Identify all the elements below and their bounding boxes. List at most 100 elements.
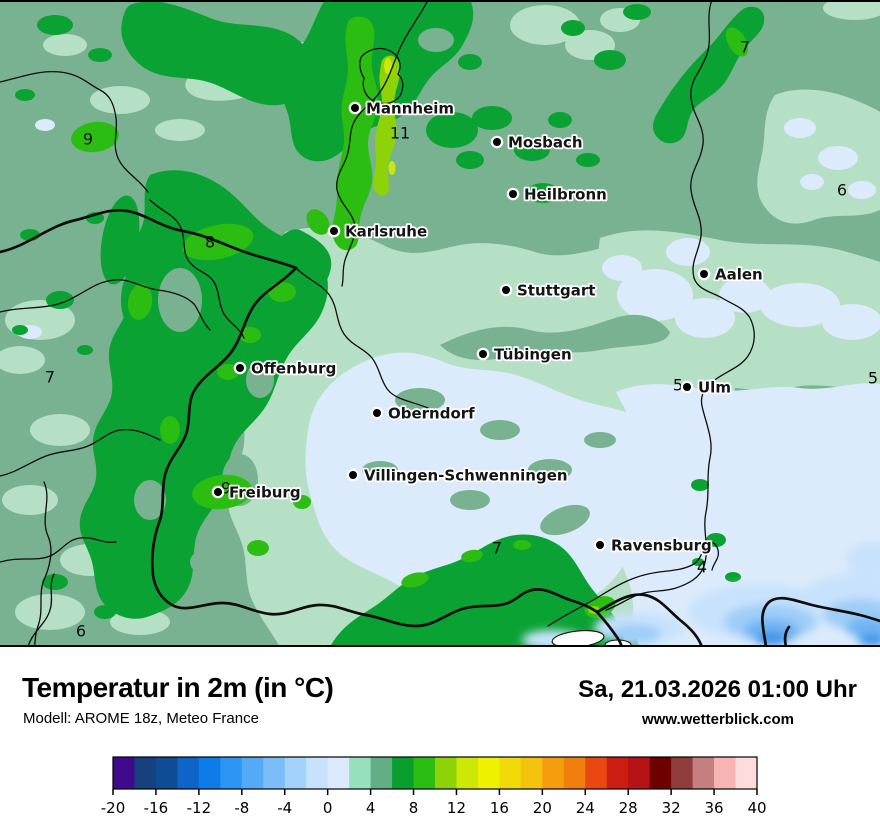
- legend-segment: [714, 757, 737, 789]
- temp-value-label: 6: [76, 622, 86, 641]
- legend-segment: [456, 757, 479, 789]
- temp-value-label: 7: [45, 368, 55, 387]
- legend-tick-label: 8: [409, 799, 419, 817]
- legend-segment: [692, 757, 715, 789]
- legend-tick-label: 4: [366, 799, 376, 817]
- city-dot: [236, 364, 244, 372]
- city-dot: [351, 104, 359, 112]
- map-edge-top: [0, 0, 880, 2]
- city-marker-ulm: Ulm: [680, 377, 733, 398]
- city-dot: [596, 541, 604, 549]
- legend-tick-labels: -20 -16 -12 -8 -4 0 4 8 12 16 20 24 28 32 36 40: [101, 799, 767, 817]
- temperature-legend: -20 -16 -12 -8 -4 0 4 8 12 16 20 24 28 32 36 40: [0, 750, 880, 830]
- city-marker-villingen-schwenningen: Villingen-Schwenningen: [346, 465, 569, 486]
- legend-segment: [263, 757, 286, 789]
- legend-segment: [370, 757, 393, 789]
- legend-tick-label: 16: [490, 799, 509, 817]
- legend-tick-label: -16: [144, 799, 169, 817]
- city-label: Ravensburg: [611, 537, 712, 555]
- regions-alps-blue: [522, 542, 880, 647]
- borders-thick: [0, 208, 880, 647]
- legend-tick-label: -12: [187, 799, 212, 817]
- legend-segment: [177, 757, 200, 789]
- city-marker-stuttgart: Stuttgart: [499, 280, 597, 301]
- city-marker-aalen: Aalen: [697, 264, 764, 285]
- legend-segment: [606, 757, 629, 789]
- city-dot: [493, 138, 501, 146]
- temp-value-label: 4: [697, 558, 707, 577]
- legend-tick-label: 28: [619, 799, 638, 817]
- legend-tick-label: 36: [705, 799, 724, 817]
- city-marker-offenburg: Offenburg: [233, 358, 338, 379]
- legend-tick-label: 0: [323, 799, 333, 817]
- city-label: Offenburg: [251, 360, 336, 378]
- city-dot: [683, 383, 691, 391]
- regions-pale-blue: [18, 118, 880, 647]
- city-dot: [349, 471, 357, 479]
- map-canvas: 9 8 11 7 6 7 5 5 9 7 4 6 Mannheim Mosbach Heilbronn Ka…: [0, 0, 880, 647]
- city-marker-freiburg: Freiburg: [211, 482, 302, 503]
- temp-value-label: 7: [492, 539, 502, 558]
- city-label: Tübingen: [494, 346, 572, 364]
- temp-value-label: 5: [673, 376, 683, 395]
- city-label: Ulm: [698, 379, 731, 397]
- legend-tick-label: 20: [533, 799, 552, 817]
- city-label: Heilbronn: [524, 186, 607, 204]
- city-marker-karlsruhe: Karlsruhe: [327, 221, 429, 242]
- temp-value-label: 9: [221, 479, 231, 498]
- city-marker-ravensburg: Ravensburg: [593, 535, 714, 556]
- city-dot: [214, 488, 222, 496]
- city-dot: [330, 227, 338, 235]
- legend-segment: [198, 757, 221, 789]
- legend-tick-label: -20: [101, 799, 126, 817]
- city-label: Mosbach: [508, 134, 583, 152]
- temp-value-label: 5: [868, 369, 878, 388]
- legend-tick-label: -4: [277, 799, 292, 817]
- temp-value-label: 11: [390, 124, 410, 143]
- legend-tick-label: 40: [747, 799, 766, 817]
- city-marker-oberndorf: Oberndorf: [370, 403, 477, 424]
- borders-thin: [0, 0, 755, 647]
- legend-canvas: -20 -16 -12 -8 -4 0 4 8 12 16 20 24 28 32 36 40: [101, 756, 767, 817]
- city-markers: Mannheim Mosbach Heilbronn Karlsruhe Stuttga…: [211, 98, 764, 556]
- legend-color-segments: [113, 757, 758, 789]
- temp-value-label: 9: [83, 130, 93, 149]
- legend-segment: [671, 757, 694, 789]
- legend-segment: [585, 757, 608, 789]
- city-dot: [502, 286, 510, 294]
- legend-segment: [327, 757, 350, 789]
- legend-segment: [563, 757, 586, 789]
- temp-value-label: 8: [205, 233, 215, 252]
- temperature-map: 9 8 11 7 6 7 5 5 9 7 4 6 Mannheim Mosbach Heilbronn Ka…: [0, 0, 880, 647]
- page-title: Temperatur in 2m (in °C): [22, 672, 334, 703]
- legend-tick-label: 12: [447, 799, 466, 817]
- legend-segment: [435, 757, 457, 789]
- legend-segment: [349, 757, 372, 789]
- city-marker-heilbronn: Heilbronn: [506, 184, 609, 205]
- legend-segment: [306, 757, 329, 789]
- legend-ticks: [112, 789, 758, 795]
- city-label: Karlsruhe: [345, 223, 427, 241]
- legend-segment: [628, 757, 651, 789]
- legend-segment: [220, 757, 243, 789]
- legend-tick-label: 24: [576, 799, 595, 817]
- legend-segment: [542, 757, 565, 789]
- legend-segment: [520, 757, 543, 789]
- legend-segment: [735, 757, 758, 789]
- city-label: Freiburg: [229, 484, 301, 502]
- model-subtitle: Modell: AROME 18z, Meteo France: [23, 710, 259, 727]
- temperature-values: 9 8 11 7 6 7 5 5 9 7 4 6: [45, 38, 878, 641]
- legend-segment: [477, 757, 500, 789]
- legend-tick-label: -8: [234, 799, 249, 817]
- map-edge-bottom: [0, 645, 880, 647]
- city-label: Stuttgart: [517, 282, 595, 300]
- legend-tick-label: 32: [662, 799, 681, 817]
- legend-segment: [649, 757, 672, 789]
- legend-segment: [413, 757, 436, 789]
- city-label: Villingen-Schwenningen: [364, 467, 568, 485]
- legend-segment: [392, 757, 415, 789]
- city-label: Mannheim: [366, 100, 454, 118]
- legend-segment: [241, 757, 264, 789]
- legend-segment: [499, 757, 522, 789]
- legend-frame: [112, 756, 758, 790]
